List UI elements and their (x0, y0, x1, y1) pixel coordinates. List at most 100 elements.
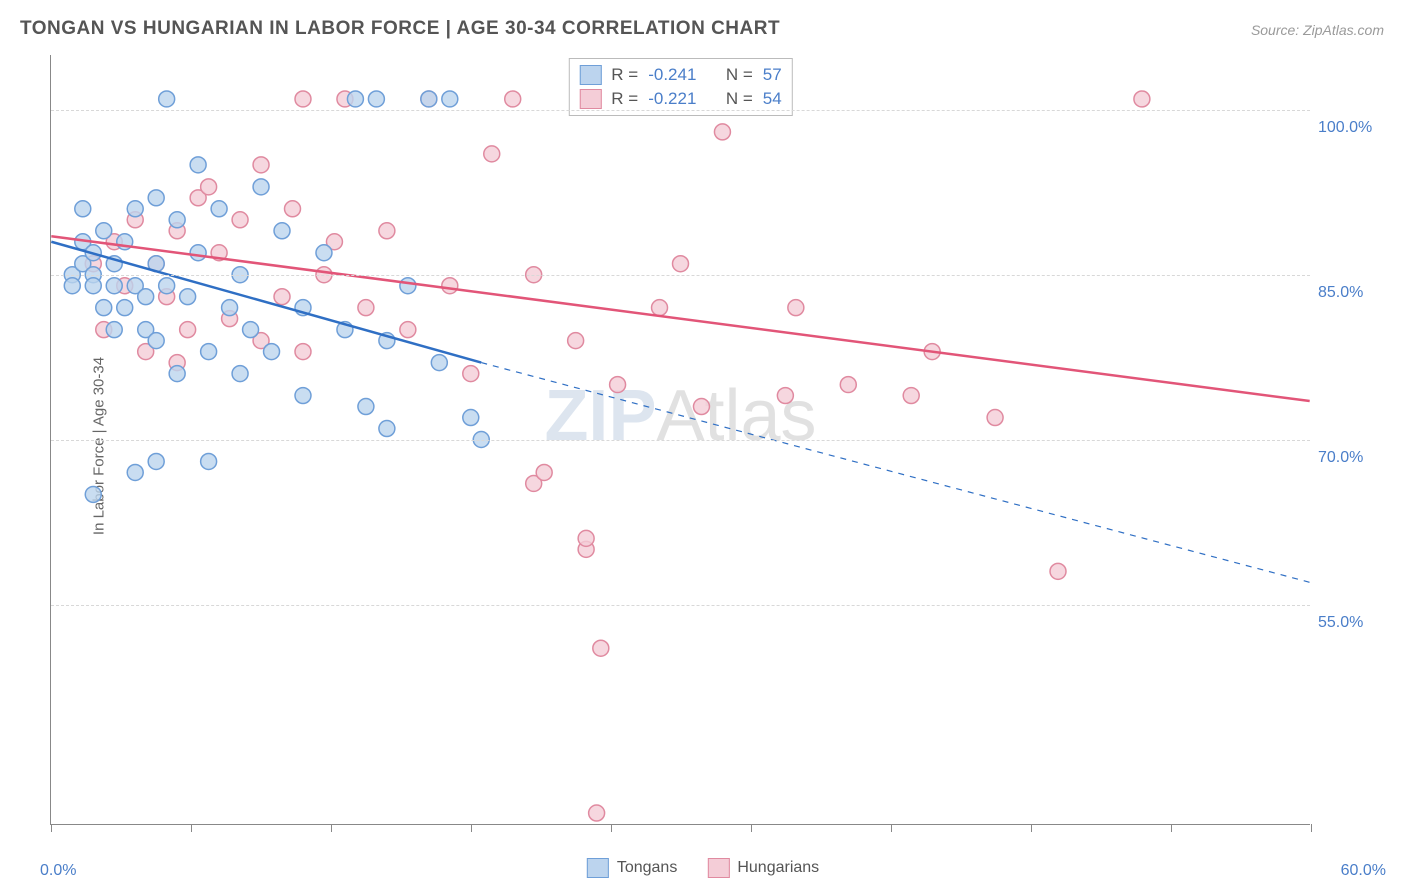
data-point (431, 355, 447, 371)
data-point (285, 201, 301, 217)
data-point (64, 278, 80, 294)
data-point (127, 464, 143, 480)
data-point (788, 300, 804, 316)
r-label: R = (611, 65, 638, 85)
data-point (75, 201, 91, 217)
stats-row-hungarians: R = -0.221 N = 54 (579, 87, 781, 111)
data-point (358, 300, 374, 316)
data-point (463, 410, 479, 426)
data-point (190, 157, 206, 173)
data-point (568, 333, 584, 349)
data-point (159, 91, 175, 107)
data-point (201, 453, 217, 469)
swatch-tongans-icon (587, 858, 609, 878)
data-point (505, 91, 521, 107)
data-point (1050, 563, 1066, 579)
data-point (673, 256, 689, 272)
gridline (51, 440, 1310, 441)
data-point (85, 486, 101, 502)
data-point (180, 322, 196, 338)
data-point (96, 300, 112, 316)
n-value-hungarians: 54 (763, 89, 782, 109)
stats-row-tongans: R = -0.241 N = 57 (579, 63, 781, 87)
data-point (253, 179, 269, 195)
swatch-hungarians-icon (707, 858, 729, 878)
data-point (652, 300, 668, 316)
y-tick-label: 85.0% (1318, 284, 1398, 302)
data-point (379, 223, 395, 239)
x-tick (1311, 824, 1312, 832)
data-point (987, 410, 1003, 426)
r-value-tongans: -0.241 (648, 65, 696, 85)
swatch-hungarians (579, 89, 601, 109)
stats-legend: R = -0.241 N = 57 R = -0.221 N = 54 (568, 58, 792, 116)
data-point (463, 366, 479, 382)
data-point (232, 212, 248, 228)
x-tick (191, 824, 192, 832)
r-value-hungarians: -0.221 (648, 89, 696, 109)
data-point (840, 377, 856, 393)
data-point (536, 464, 552, 480)
data-point (190, 245, 206, 261)
x-tick (471, 824, 472, 832)
data-point (484, 146, 500, 162)
data-point (400, 322, 416, 338)
data-point (379, 421, 395, 437)
data-point (368, 91, 384, 107)
data-point (316, 245, 332, 261)
data-point (169, 212, 185, 228)
chart-plot-area: ZIPAtlas R = -0.241 N = 57 R = -0.221 N … (50, 55, 1310, 825)
data-point (295, 91, 311, 107)
n-value-tongans: 57 (763, 65, 782, 85)
x-tick (51, 824, 52, 832)
data-point (593, 640, 609, 656)
regression-line-tongans-dashed (481, 363, 1309, 583)
y-tick-label: 55.0% (1318, 614, 1398, 632)
data-point (243, 322, 259, 338)
source-attribution: Source: ZipAtlas.com (1251, 22, 1384, 38)
legend-label-tongans: Tongans (617, 859, 678, 877)
y-tick-label: 70.0% (1318, 449, 1398, 467)
data-point (148, 190, 164, 206)
y-tick-label: 100.0% (1318, 119, 1398, 137)
x-tick (1031, 824, 1032, 832)
data-point (578, 530, 594, 546)
x-axis-max-label: 60.0% (1341, 862, 1386, 880)
x-tick (611, 824, 612, 832)
data-point (903, 388, 919, 404)
swatch-tongans (579, 65, 601, 85)
data-point (693, 399, 709, 415)
data-point (347, 91, 363, 107)
data-point (714, 124, 730, 140)
legend-label-hungarians: Hungarians (737, 859, 819, 877)
data-point (148, 333, 164, 349)
data-point (442, 91, 458, 107)
data-point (201, 179, 217, 195)
legend-item-tongans: Tongans (587, 858, 678, 878)
data-point (295, 344, 311, 360)
n-label: N = (726, 89, 753, 109)
data-point (96, 223, 112, 239)
data-point (777, 388, 793, 404)
data-point (1134, 91, 1150, 107)
data-point (589, 805, 605, 821)
x-tick (331, 824, 332, 832)
data-point (148, 453, 164, 469)
data-point (232, 366, 248, 382)
data-point (442, 278, 458, 294)
data-point (274, 289, 290, 305)
gridline (51, 275, 1310, 276)
data-point (295, 388, 311, 404)
n-label: N = (726, 65, 753, 85)
data-point (127, 201, 143, 217)
x-tick (891, 824, 892, 832)
data-point (117, 300, 133, 316)
data-point (421, 91, 437, 107)
legend-item-hungarians: Hungarians (707, 858, 819, 878)
data-point (180, 289, 196, 305)
data-point (610, 377, 626, 393)
x-axis-min-label: 0.0% (40, 862, 76, 880)
data-point (85, 278, 101, 294)
data-point (201, 344, 217, 360)
r-label: R = (611, 89, 638, 109)
